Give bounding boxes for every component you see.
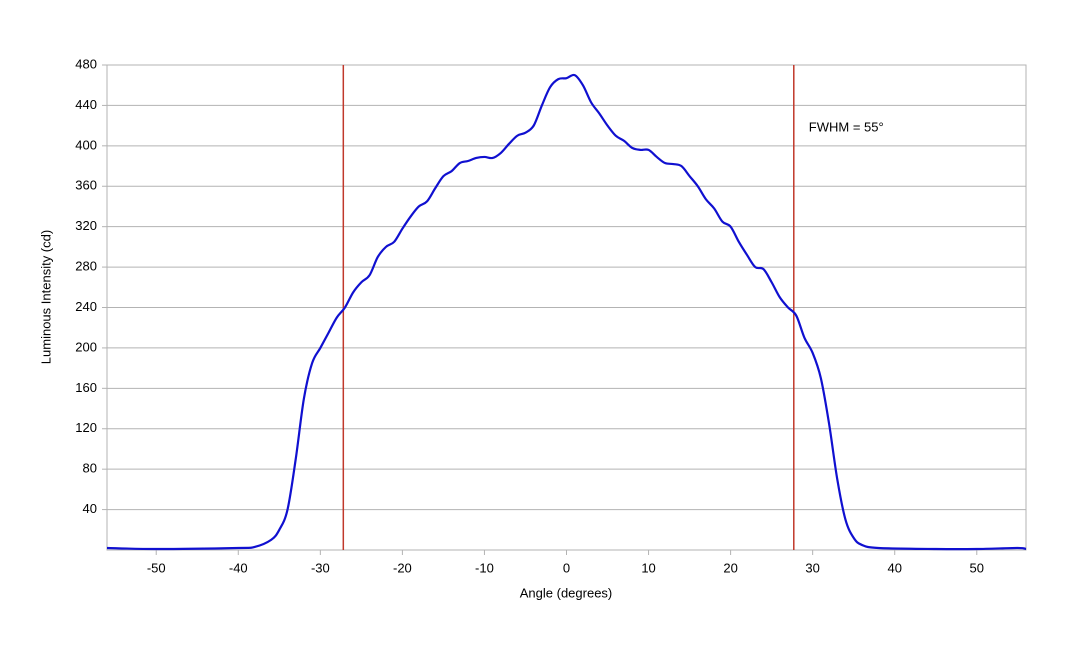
data-line [106, 73, 1027, 551]
y-tick-label: 240 [75, 299, 97, 314]
y-tick-label: 440 [75, 97, 97, 112]
x-tick-label: 40 [887, 560, 901, 575]
y-axis-title: Luminous Intensity (cd) [38, 230, 53, 364]
y-tick-label: 80 [83, 461, 97, 476]
y-tick-label: 120 [75, 420, 97, 435]
y-tick-label: 360 [75, 178, 97, 193]
x-tick-label: 50 [970, 560, 984, 575]
y-tick-label: 480 [75, 56, 97, 71]
y-tick-label: 200 [75, 339, 97, 354]
y-tick-label: 160 [75, 380, 97, 395]
x-tick-label: -30 [311, 560, 330, 575]
x-tick-label: 30 [805, 560, 819, 575]
x-tick-label: 10 [641, 560, 655, 575]
x-axis-title: Angle (degrees) [520, 585, 613, 600]
y-tick-label: 320 [75, 218, 97, 233]
y-tick-label: 40 [83, 501, 97, 516]
x-tick-label: -10 [475, 560, 494, 575]
x-tick-label: 20 [723, 560, 737, 575]
y-tick-label: 280 [75, 259, 97, 274]
x-tick-label: -50 [147, 560, 166, 575]
x-tick-label: 0 [563, 560, 570, 575]
plot-border [106, 64, 1027, 551]
y-tick-label: 400 [75, 137, 97, 152]
x-tick-label: -20 [393, 560, 412, 575]
x-tick-label: -40 [229, 560, 248, 575]
annotation: FWHM = 55° [809, 119, 884, 134]
